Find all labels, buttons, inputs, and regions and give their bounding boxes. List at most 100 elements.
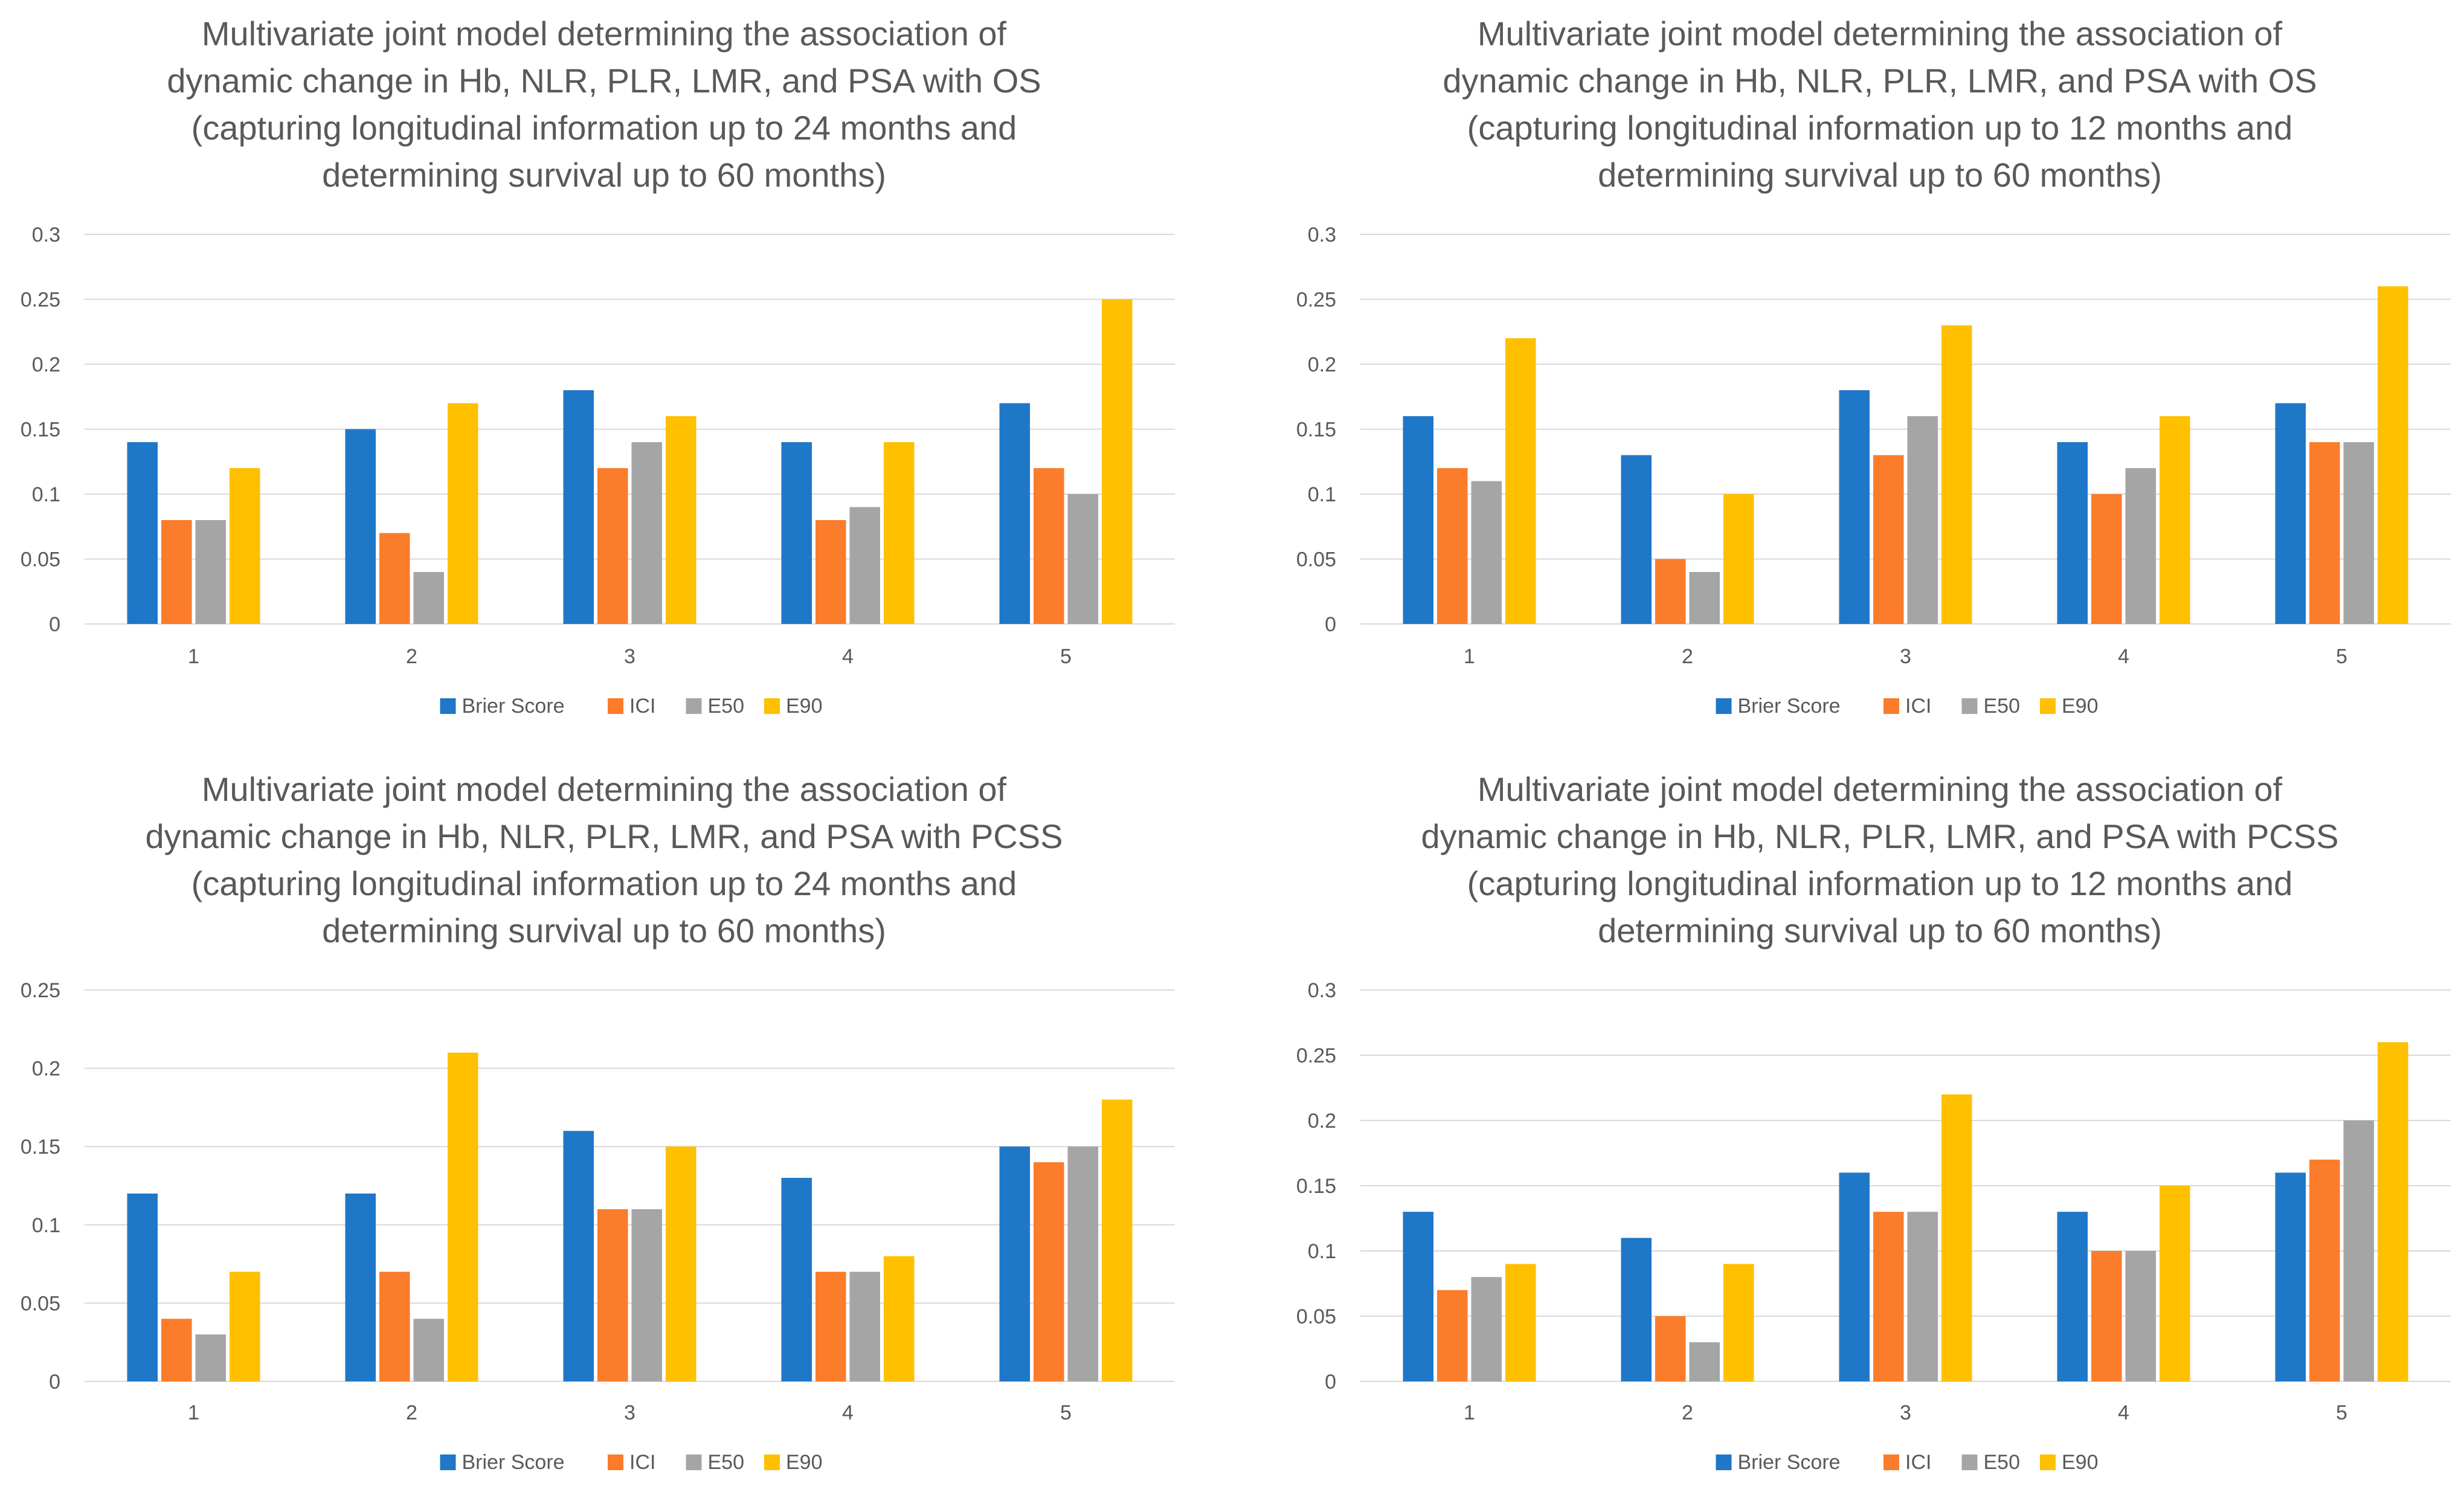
legend-label-ici: ICI: [629, 695, 655, 718]
legend-swatch-e90: [764, 698, 780, 714]
bar-e50-1: [195, 1334, 227, 1381]
bar-e50-2: [413, 1319, 445, 1381]
bar-brier-4: [781, 442, 812, 624]
y-tick-label: 0.05: [1296, 548, 1336, 571]
bar-e50-2: [1689, 1342, 1720, 1381]
bar-ici-3: [597, 1209, 628, 1381]
chart-panel-4: Multivariate joint model determining the…: [1296, 770, 2451, 1474]
legend-label-ici: ICI: [1905, 1451, 1931, 1474]
y-tick-label: 0.3: [1308, 979, 1336, 1002]
bar-e90-2: [447, 1052, 478, 1381]
bar-brier-3: [1839, 1172, 1870, 1381]
bar-brier-3: [563, 1131, 594, 1381]
y-tick-label: 0.1: [32, 1214, 60, 1237]
bar-brier-4: [2057, 1212, 2088, 1381]
y-tick-label: 0.25: [21, 979, 60, 1002]
bar-e90-5: [2377, 286, 2408, 624]
bar-e90-5: [1101, 1099, 1133, 1381]
legend: Brier Score ICI E50 E90: [440, 695, 823, 718]
bar-ici-3: [597, 468, 628, 624]
chart-panel-3: Multivariate joint model determining the…: [21, 770, 1175, 1474]
legend: Brier Score ICI E50 E90: [440, 1451, 823, 1474]
bar-ici-2: [1655, 1316, 1686, 1381]
y-tick-label: 0.1: [1308, 483, 1336, 506]
bar-brier-2: [1621, 455, 1652, 624]
legend-label-e50: E50: [1984, 1451, 2021, 1474]
y-tick-label: 0.2: [1308, 353, 1336, 376]
legend-swatch-brier: [1716, 698, 1732, 714]
bar-brier-5: [999, 403, 1031, 624]
bar-ici-1: [161, 520, 192, 624]
bar-ici-1: [1436, 1290, 1468, 1381]
bar-brier-2: [1621, 1238, 1652, 1381]
bar-ici-4: [815, 1271, 846, 1381]
chart-title-line: dynamic change in Hb, NLR, PLR, LMR, and…: [146, 817, 1063, 855]
legend: Brier Score ICI E50 E90: [1716, 695, 2099, 718]
legend-label-ici: ICI: [629, 1451, 655, 1474]
bar-ici-5: [2309, 1159, 2340, 1381]
chart-panel-2: Multivariate joint model determining the…: [1296, 14, 2451, 718]
bar-e50-3: [631, 442, 663, 624]
legend-label-brier: Brier Score: [462, 695, 565, 718]
bar-e90-4: [2159, 1186, 2190, 1381]
x-tick-label: 3: [624, 645, 635, 668]
y-tick-label: 0.05: [21, 1292, 60, 1315]
legend-label-brier: Brier Score: [1738, 695, 1841, 718]
bar-e50-1: [1471, 481, 1502, 624]
bar-e90-2: [1723, 1264, 1754, 1381]
bar-ici-5: [1033, 1162, 1064, 1381]
x-tick-label: 2: [1682, 645, 1693, 668]
x-tick-label: 3: [1900, 645, 1911, 668]
y-tick-label: 0: [49, 1371, 60, 1393]
y-tick-label: 0.3: [1308, 223, 1336, 246]
bar-brier-2: [345, 429, 376, 624]
bar-e90-1: [1505, 1264, 1536, 1381]
bar-e50-4: [849, 1271, 881, 1381]
bar-brier-1: [127, 442, 158, 624]
legend-label-brier: Brier Score: [1738, 1451, 1841, 1474]
bar-e90-2: [1723, 494, 1754, 624]
bar-e90-1: [1505, 338, 1536, 624]
legend-swatch-e50: [686, 698, 702, 714]
x-tick-label: 1: [1464, 1401, 1475, 1424]
legend-swatch-brier: [440, 1454, 456, 1470]
bar-ici-1: [161, 1319, 192, 1381]
bar-brier-1: [127, 1193, 158, 1381]
bar-e50-5: [1067, 1146, 1099, 1381]
y-tick-label: 0.1: [1308, 1240, 1336, 1263]
y-tick-label: 0.3: [32, 223, 60, 246]
bar-e90-3: [1941, 325, 1972, 624]
bar-e50-3: [1907, 1212, 1938, 1381]
legend-label-brier: Brier Score: [462, 1451, 565, 1474]
x-tick-label: 5: [1060, 1401, 1072, 1424]
y-tick-label: 0.2: [32, 353, 60, 376]
legend-swatch-e90: [2040, 1454, 2056, 1470]
legend-label-e50: E50: [1984, 695, 2021, 718]
legend-label-e50: E50: [708, 695, 745, 718]
legend-swatch-e50: [1961, 698, 1978, 714]
chart-title-line: determining survival up to 60 months): [1598, 156, 2162, 194]
x-tick-label: 4: [2118, 1401, 2129, 1424]
y-tick-label: 0.15: [1296, 419, 1336, 442]
bar-e50-4: [2125, 1251, 2157, 1381]
bar-brier-5: [2275, 1172, 2306, 1381]
legend-swatch-e50: [686, 1454, 702, 1470]
bar-e90-3: [1941, 1094, 1972, 1381]
chart-title-line: determining survival up to 60 months): [1598, 911, 2162, 950]
bar-e50-1: [195, 520, 227, 624]
y-tick-label: 0.25: [1296, 289, 1336, 312]
legend-label-e90: E90: [2062, 1451, 2099, 1474]
y-tick-label: 0.15: [21, 1136, 60, 1159]
bar-e90-2: [447, 403, 478, 624]
legend-swatch-ici: [1883, 1454, 1899, 1470]
bar-brier-3: [563, 390, 594, 624]
legend-label-ici: ICI: [1905, 695, 1931, 718]
legend-swatch-e50: [1961, 1454, 1978, 1470]
x-tick-label: 3: [624, 1401, 635, 1424]
legend-swatch-brier: [1716, 1454, 1732, 1470]
bar-e90-3: [665, 1146, 696, 1381]
bar-e90-4: [883, 442, 915, 624]
legend-label-e90: E90: [786, 1451, 823, 1474]
x-tick-label: 5: [2336, 645, 2347, 668]
x-tick-label: 2: [406, 645, 417, 668]
